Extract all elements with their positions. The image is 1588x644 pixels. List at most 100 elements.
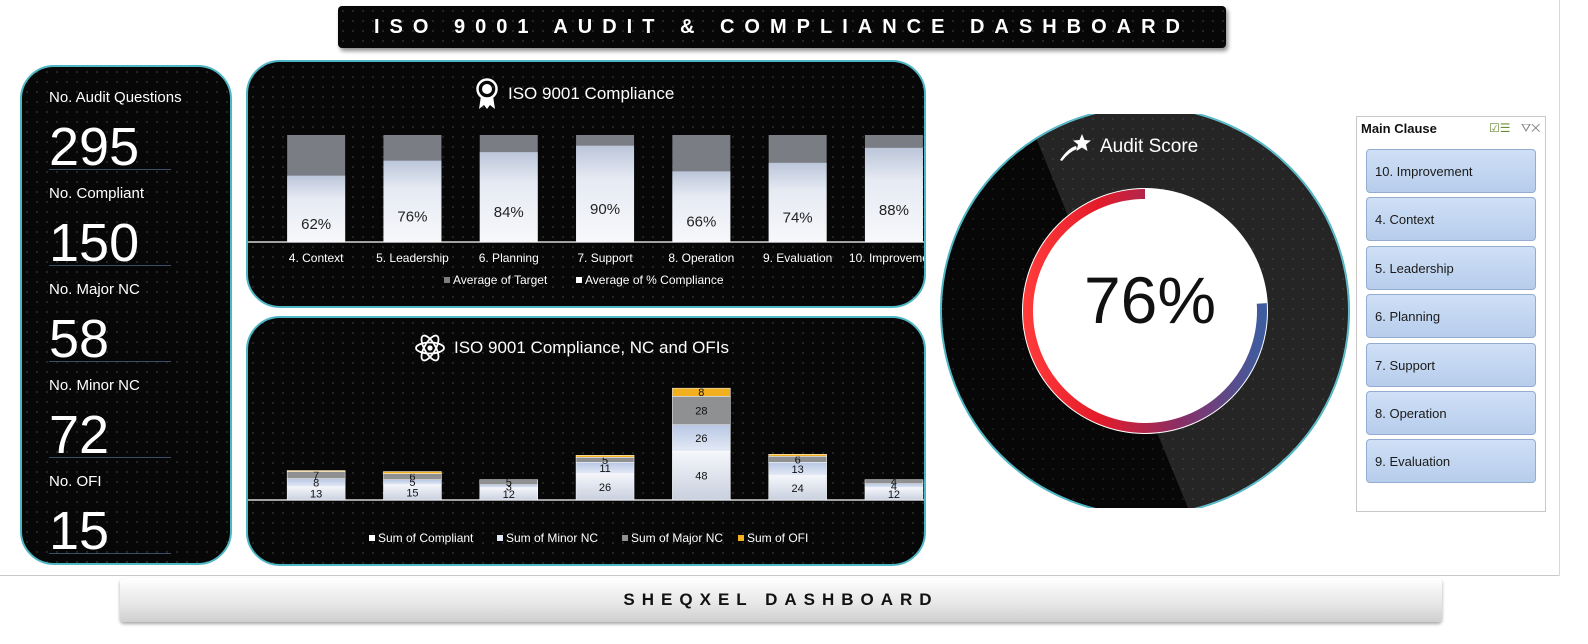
footer-banner: SHEQXEL DASHBOARD — [120, 578, 1442, 622]
legend-swatch-compliance — [576, 277, 582, 283]
compliance-bar-chart: 62% 4. Context 76% 5. Leadership 84% 6. Plann… — [248, 135, 924, 287]
kpi-divider — [49, 265, 171, 266]
kpi-value-audit-questions: 295 — [49, 117, 140, 177]
stack-data-label: 5 — [602, 455, 608, 467]
x-tick-label: 7. Support — [577, 251, 633, 265]
kpi-value-major-nc: 58 — [49, 309, 110, 369]
slicer-item-context[interactable]: 4. Context — [1366, 197, 1536, 241]
stack-ofi-4-context — [286, 470, 346, 472]
compliance-data-label: 84% — [494, 204, 524, 221]
stack-data-label: 3 — [506, 481, 512, 493]
kpi-label-audit-questions: No. Audit Questions — [49, 89, 182, 106]
shooting-star-icon — [1060, 134, 1091, 161]
legend-label-compliance: Average of % Compliance — [585, 273, 724, 287]
gauge-center-disk — [1022, 188, 1268, 434]
gauge-title-text: Audit Score — [1100, 136, 1199, 157]
stack-data-label: 8 — [698, 387, 704, 399]
compliance-data-label: 74% — [783, 209, 813, 226]
stack-major-nc-10-improvement — [864, 479, 924, 484]
compliance-chart-title-text: ISO 9001 Compliance — [508, 84, 675, 103]
compliance-data-label: 76% — [397, 208, 427, 225]
stack-data-label: 5 — [506, 477, 512, 489]
x-tick-label: 6. Planning — [479, 251, 539, 265]
stack-data-label: 12 — [503, 489, 515, 501]
x-tick-label: 9. Evaluation — [763, 251, 832, 265]
stack-data-label: 28 — [695, 406, 707, 418]
compliance-bar-8-operation — [672, 171, 731, 242]
stack-data-label: 48 — [695, 471, 707, 483]
stack-data-label: 5 — [409, 477, 415, 489]
compliance-chart-title: ISO 9001 Compliance — [474, 78, 674, 110]
kpi-value-compliant: 150 — [49, 213, 140, 273]
compliance-data-label: 66% — [686, 214, 716, 231]
compliance-data-label: 90% — [590, 201, 620, 218]
legend-swatch-target — [444, 277, 450, 283]
slicer-item-improvement[interactable]: 10. Improvement — [1366, 149, 1536, 193]
main-clause-slicer: Main Clause ☑☰ ⛛✕ 10. Improvement 4. Con… — [1356, 116, 1546, 512]
compliance-bar-5-leadership — [383, 160, 442, 242]
stack-major-nc-6-planning — [479, 479, 538, 486]
compliance-bar-4-context — [287, 175, 346, 242]
stack-ofi-9-evaluation — [768, 454, 827, 457]
compliance-bar-7-support — [576, 145, 635, 242]
stack-data-label: 26 — [599, 482, 611, 494]
stack-data-label: 8 — [313, 478, 319, 490]
stack-data-label: 24 — [792, 483, 804, 495]
legend-label-major-nc: Sum of Major NC — [631, 531, 723, 545]
slicer-item-evaluation[interactable]: 9. Evaluation — [1366, 439, 1536, 483]
clear-filter-icon[interactable]: ⛛✕ — [1521, 121, 1541, 135]
multi-select-icon[interactable]: ☑☰ — [1489, 121, 1511, 135]
stack-data-label: 13 — [310, 488, 322, 500]
legend-swatch-compliant — [369, 535, 375, 541]
sheet-gridline-vertical — [1559, 0, 1560, 576]
x-tick-label: 10. Improvement — [849, 251, 924, 265]
award-ribbon-icon — [476, 78, 498, 109]
dashboard-title: ISO 9001 AUDIT & COMPLIANCE DASHBOARD — [338, 6, 1226, 48]
stack-data-label: 26 — [695, 433, 707, 445]
kpi-label-major-nc: No. Major NC — [49, 281, 140, 298]
kpi-panel: No. Audit Questions 295 No. Compliant 15… — [20, 65, 232, 565]
atom-icon — [415, 334, 445, 362]
nc-chart-panel: ISO 9001 Compliance, NC and OFIs 13 8 7 15 5… — [246, 316, 926, 566]
stack-data-label: 4 — [891, 477, 897, 489]
compliance-bar-6-planning — [479, 152, 538, 242]
stack-data-label: 7 — [313, 470, 319, 482]
stack-data-label: 15 — [406, 487, 418, 499]
slicer-item-planning[interactable]: 6. Planning — [1366, 294, 1536, 338]
legend-label-minor-nc: Sum of Minor NC — [506, 531, 598, 545]
slicer-item-leadership[interactable]: 5. Leadership — [1366, 246, 1536, 290]
x-tick-label: 4. Context — [289, 251, 344, 265]
legend-label-target: Average of Target — [453, 273, 548, 287]
stack-major-nc-8-operation — [672, 396, 731, 426]
x-tick-label: 8. Operation — [668, 251, 734, 265]
compliance-data-label: 88% — [879, 202, 909, 219]
legend-label-compliant: Sum of Compliant — [378, 531, 474, 545]
compliance-data-label: 62% — [301, 216, 331, 233]
stack-data-label: 11 — [599, 463, 610, 475]
stack-minor-nc-8-operation — [672, 424, 731, 452]
compliance-bar-10-improvement — [864, 147, 923, 242]
compliance-bar-9-evaluation — [768, 162, 827, 242]
stack-data-label: 4 — [891, 481, 897, 493]
slicer-item-support[interactable]: 7. Support — [1366, 343, 1536, 387]
slicer-header: Main Clause — [1361, 121, 1437, 136]
stack-data-label: 6 — [795, 454, 801, 466]
legend-swatch-major-nc — [622, 535, 628, 541]
stack-compliant-8-operation — [672, 450, 731, 501]
slicer-item-operation[interactable]: 8. Operation — [1366, 391, 1536, 435]
compliance-chart-panel: ISO 9001 Compliance 62% 4. Context 76% 5. L… — [246, 60, 926, 308]
kpi-divider — [49, 457, 171, 458]
kpi-label-ofi: No. OFI — [49, 473, 102, 490]
kpi-value-ofi: 15 — [49, 501, 110, 561]
stack-data-label: 6 — [409, 472, 415, 484]
gauge-value-arc — [1023, 189, 1267, 433]
stack-compliant-7-support — [575, 473, 635, 501]
stack-ofi-5-leadership — [383, 471, 442, 474]
stack-data-label: 13 — [792, 464, 804, 476]
audit-score-gauge — [940, 114, 1350, 508]
kpi-divider — [49, 553, 171, 554]
kpi-divider — [49, 169, 171, 170]
stack-ofi-8-operation — [672, 387, 731, 397]
legend-label-ofi: Sum of OFI — [747, 531, 808, 545]
